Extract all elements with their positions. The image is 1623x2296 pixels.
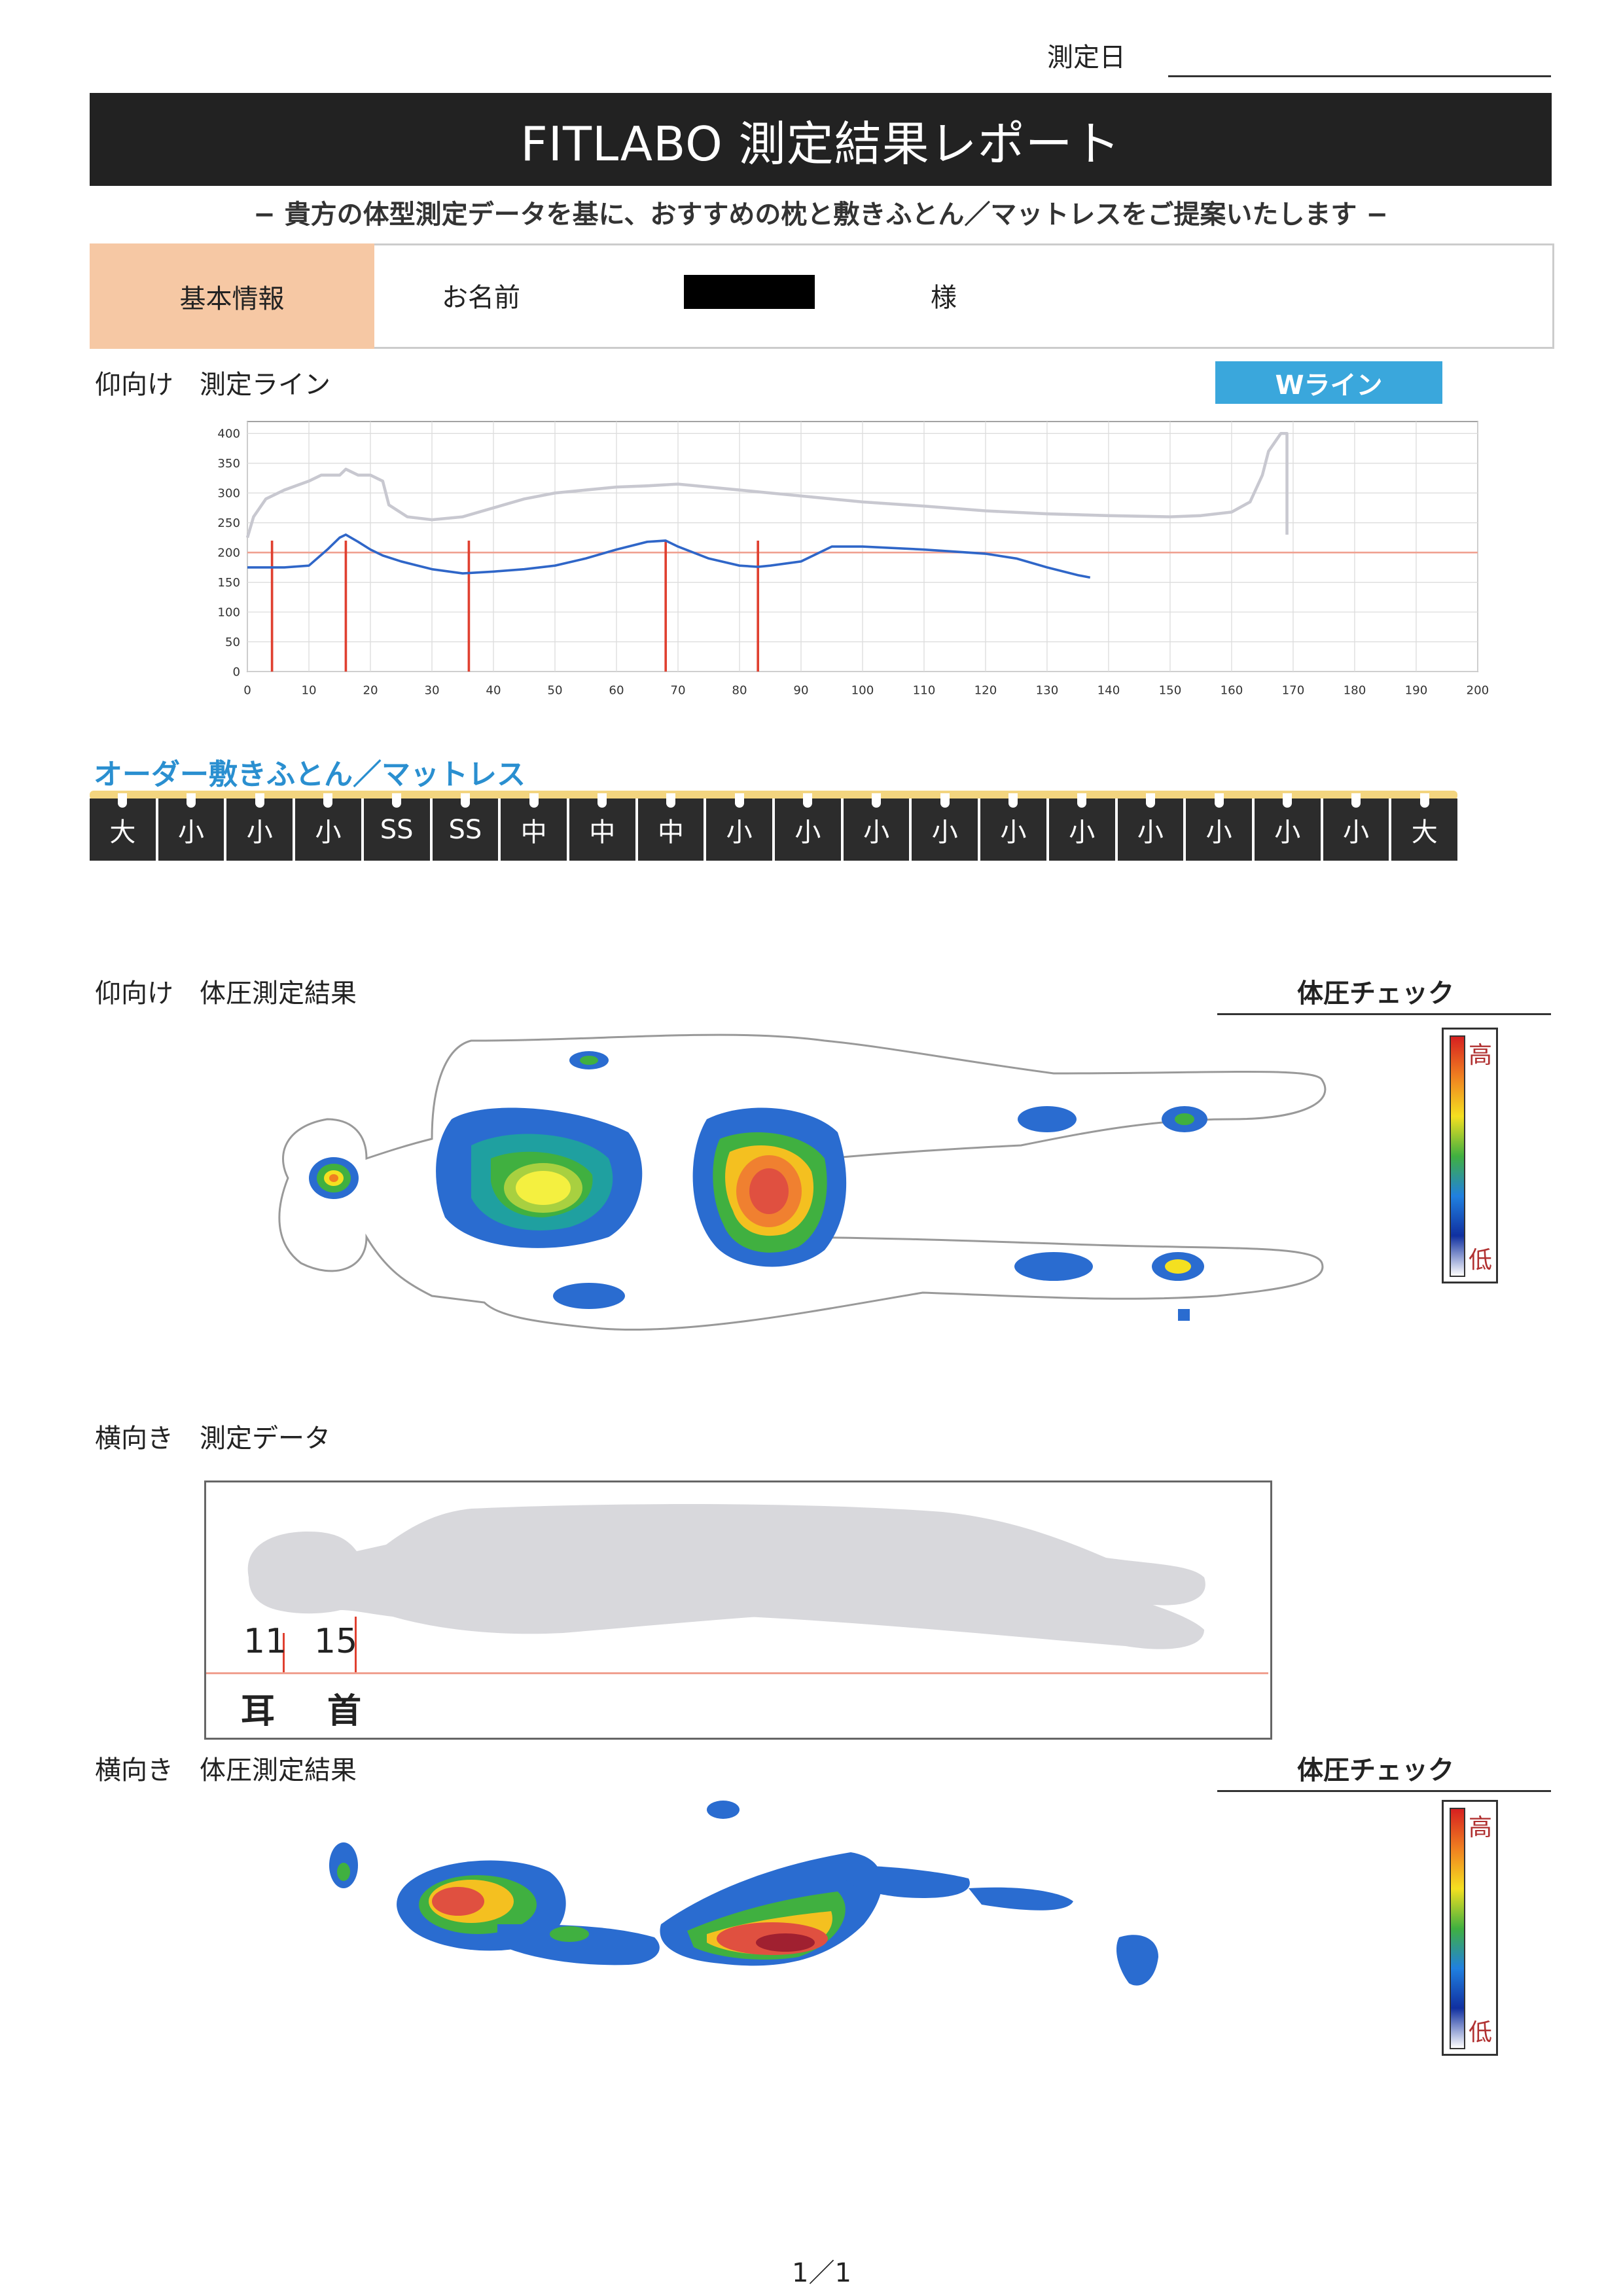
x-tick-label: 140 [1097, 684, 1120, 698]
mattress-segment: 小 [772, 793, 841, 861]
y-tick-label: 0 [233, 665, 241, 679]
series-line [247, 533, 1091, 579]
mattress-segment: 小 [155, 793, 224, 861]
mattress-segment: 小 [224, 793, 293, 861]
report-subtitle: − 貴方の体型測定データを基に、おすすめの枕と敷きふとん／マットレスをご提案いた… [253, 200, 1388, 230]
ear-marker [283, 1633, 285, 1672]
x-tick-label: 190 [1405, 684, 1428, 698]
w-line-badge: Wライン [1215, 361, 1442, 404]
neck-label: 首 [327, 1692, 362, 1731]
scale-low-label: 低 [1469, 2019, 1493, 2046]
x-tick-label: 180 [1344, 684, 1366, 698]
x-tick-label: 150 [1159, 684, 1182, 698]
report-title: FITLABO 測定結果レポート [90, 93, 1552, 186]
scale-high-label: 高 [1469, 1042, 1493, 1069]
scale-gradient [1450, 1808, 1465, 2049]
mattress-segment: SS [429, 793, 499, 861]
y-tick-label: 350 [217, 457, 240, 471]
x-tick-label: 50 [547, 684, 562, 698]
supine-pressure-check-title: 体圧チェック [1297, 978, 1454, 1009]
supine-pressure-title: 仰向け 体圧測定結果 [95, 978, 357, 1009]
mattress-segment: SS [361, 793, 430, 861]
mattress-segment: 中 [635, 793, 704, 861]
mattress-segment: 中 [498, 793, 567, 861]
date-label: 測定日 [1047, 43, 1126, 73]
honorific: 様 [931, 283, 957, 313]
side-check-underline [1217, 1790, 1551, 1792]
head-pressure [309, 1157, 359, 1199]
y-tick-label: 250 [217, 516, 240, 530]
mattress-top-strip [90, 791, 1457, 800]
scale-low-label: 低 [1469, 1247, 1493, 1274]
side-baseline [206, 1672, 1268, 1674]
mattress-segment: 小 [704, 793, 773, 861]
hip-pressure [660, 1852, 882, 1966]
neck-value: 15 [314, 1622, 358, 1661]
supine-check-underline [1217, 1013, 1551, 1015]
y-tick-label: 300 [217, 487, 240, 501]
mattress-segments: 大小小小 SS SS 中中中小小小小小小小小小小大 [90, 793, 1458, 861]
supine-line-title: 仰向け 測定ライン [95, 370, 330, 400]
pelvis-pressure [692, 1107, 847, 1267]
name-redaction [684, 275, 815, 309]
supine-line-chart: 0 10 20 30 40 50 60 70 80 90 100 110 120 130 140 150 160… [217, 421, 1489, 698]
date-underline [1168, 75, 1551, 77]
side-pressure-check-title: 体圧チェック [1297, 1755, 1454, 1785]
side-pressure-title: 横向き 体圧測定結果 [95, 1755, 357, 1785]
x-tick-label: 160 [1221, 684, 1243, 698]
mattress-segment: 小 [1046, 793, 1115, 861]
y-tick-label: 100 [217, 605, 240, 619]
ear-label: 耳 [241, 1692, 276, 1731]
y-tick-label: 150 [217, 576, 240, 590]
mattress-segment: 小 [1115, 793, 1184, 861]
x-tick-label: 200 [1467, 684, 1489, 698]
x-tick-label: 70 [670, 684, 685, 698]
x-tick-label: 110 [913, 684, 936, 698]
x-tick-label: 10 [301, 684, 316, 698]
x-tick-label: 170 [1282, 684, 1305, 698]
mattress-segment: 大 [90, 793, 156, 861]
x-tick-label: 80 [732, 684, 747, 698]
scale-gradient [1450, 1035, 1465, 1277]
series-line [245, 432, 1289, 539]
x-tick-label: 100 [851, 684, 874, 698]
mattress-segment: 大 [1389, 793, 1458, 861]
side-pressure-scale: 高 低 [1442, 1800, 1498, 2056]
mattress-segment: 小 [293, 793, 361, 861]
x-tick-label: 120 [974, 684, 997, 698]
side-silhouette [247, 1504, 1205, 1649]
mattress-segment: 小 [1320, 793, 1389, 861]
name-label: お名前 [442, 283, 520, 313]
x-tick-label: 20 [363, 684, 378, 698]
y-tick-label: 50 [225, 636, 240, 649]
x-tick-label: 40 [486, 684, 501, 698]
x-tick-label: 60 [609, 684, 624, 698]
scale-high-label: 高 [1469, 1814, 1493, 1841]
mattress-segment: 小 [1183, 793, 1252, 861]
y-tick-label: 200 [217, 547, 240, 560]
y-tick-label: 400 [217, 427, 240, 441]
x-tick-label: 30 [424, 684, 439, 698]
supine-pressure-scale: 高 低 [1442, 1028, 1498, 1283]
limb-pressure-spots [553, 1051, 1207, 1321]
side-data-frame [204, 1480, 1272, 1740]
mattress-segment: 小 [909, 793, 978, 861]
mattress-segment: 中 [566, 793, 635, 861]
mattress-segment: 小 [1251, 793, 1321, 861]
upper-back-pressure [436, 1107, 643, 1248]
supine-pressure-map [278, 1033, 1327, 1331]
neck-marker [355, 1617, 357, 1672]
page-number: 1／1 [792, 2258, 851, 2288]
mattress-segment: 小 [840, 793, 910, 861]
x-tick-label: 0 [243, 684, 251, 698]
mattress-segment: 小 [978, 793, 1046, 861]
side-data-title: 横向き 測定データ [95, 1424, 330, 1454]
order-mattress-title: オーダー敷きふとん／マットレス [94, 758, 526, 791]
ear-value: 11 [243, 1622, 287, 1661]
x-tick-label: 130 [1036, 684, 1059, 698]
info-section-label: 基本情報 [90, 243, 374, 349]
side-pressure-map [329, 1801, 1158, 1986]
x-tick-label: 90 [793, 684, 808, 698]
